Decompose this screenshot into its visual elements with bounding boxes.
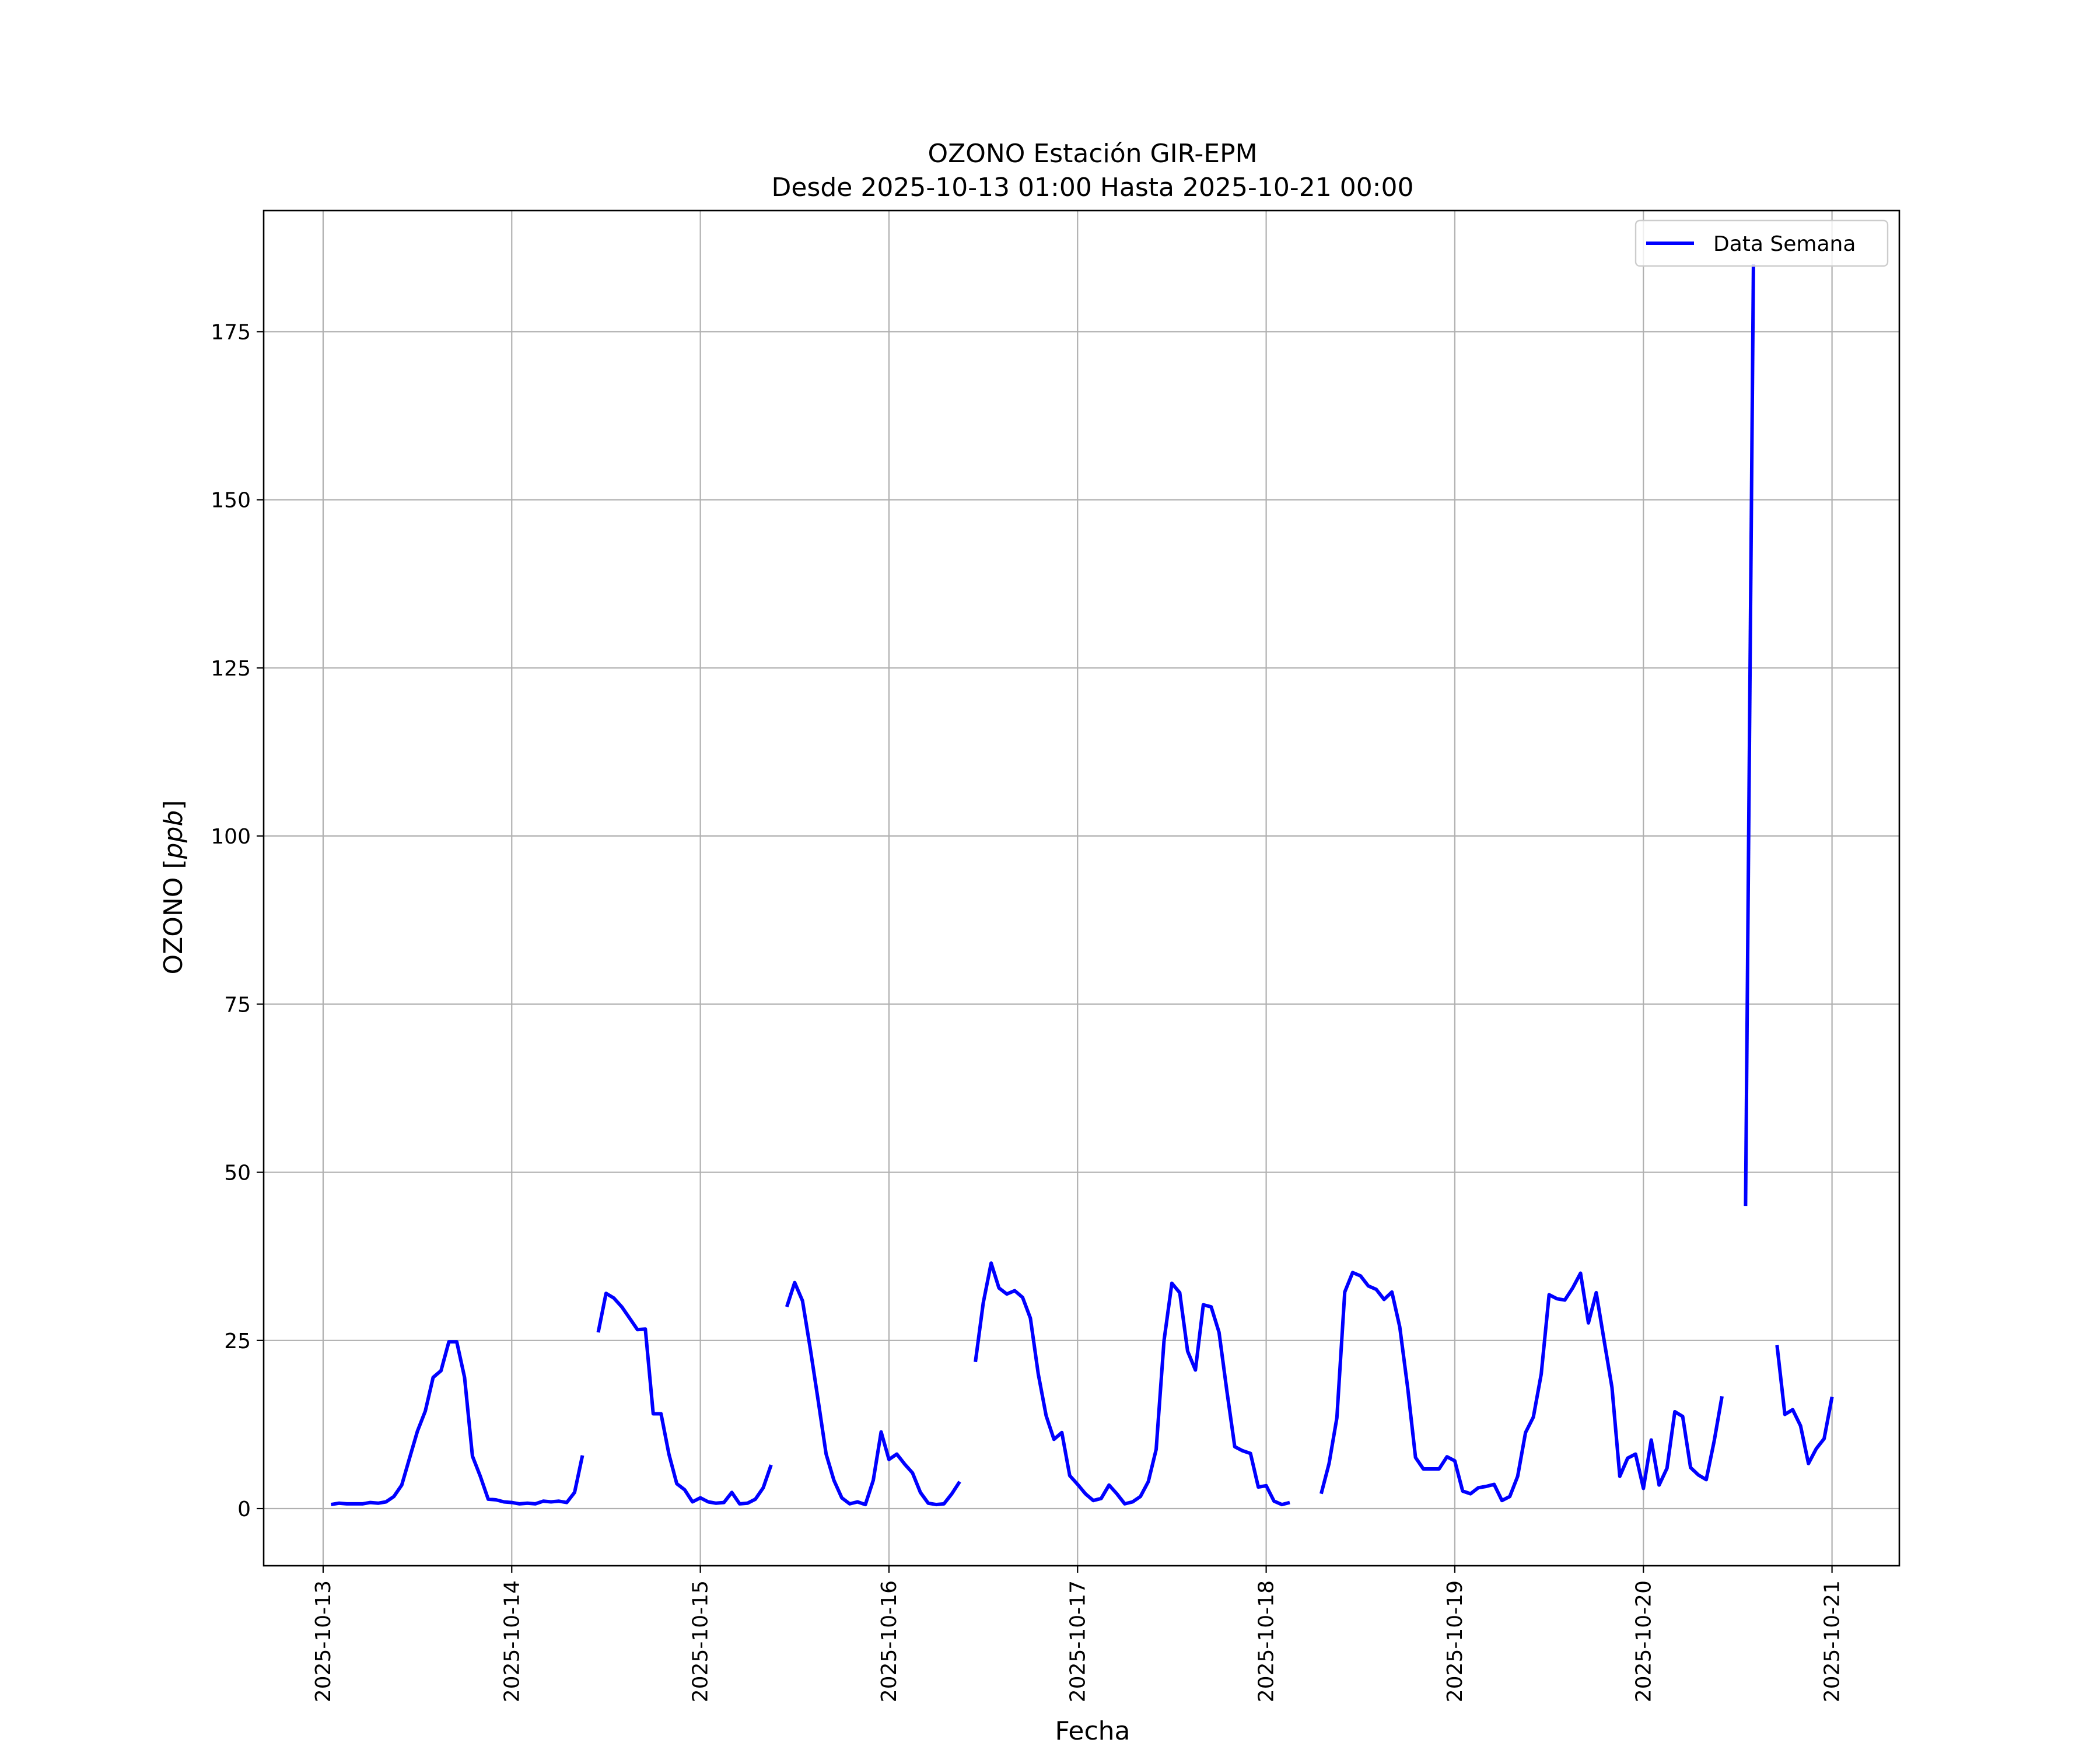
legend-label: Data Semana: [1713, 232, 1856, 256]
series-line-segment: [596, 1292, 773, 1506]
series-line-segment: [1319, 1271, 1724, 1503]
y-tick-label: 0: [237, 1497, 251, 1521]
plot-frame: [262, 209, 1901, 1567]
chart-subtitle: Desde 2025-10-13 01:00 Hasta 2025-10-21 …: [771, 173, 1413, 202]
y-tick-label: 150: [211, 489, 251, 513]
x-tick-label: 2025-10-14: [500, 1580, 524, 1702]
series-line-segment: [974, 1261, 1290, 1507]
y-axis-label-prefix: OZONO [: [159, 859, 188, 974]
axis-ticks: 2025-10-13 2025-10-14 2025-10-15 2025-10-16…: [211, 321, 1844, 1703]
y-tick-label: 50: [224, 1161, 251, 1185]
chart-title: OZONO Estación GIR-EPM: [928, 139, 1257, 169]
x-tick-label: 2025-10-19: [1443, 1580, 1467, 1702]
series-line-segment: [1744, 264, 1755, 1206]
x-tick-label: 2025-10-16: [877, 1580, 901, 1702]
y-tick-label: 175: [211, 321, 251, 345]
x-axis-label: Fecha: [1055, 1716, 1130, 1746]
y-tick-label: 125: [211, 657, 251, 681]
x-tick-label: 2025-10-15: [689, 1580, 713, 1702]
legend-box: [1634, 219, 1889, 267]
y-axis-label-unit: ppb: [159, 810, 188, 860]
x-tick-label: 2025-10-21: [1821, 1580, 1845, 1702]
x-tick-label: 2025-10-17: [1066, 1580, 1090, 1702]
y-tick-label: 25: [224, 1329, 251, 1353]
grid: [264, 211, 1899, 1566]
series-line-segment: [330, 1340, 584, 1507]
series-line-segment: [785, 1280, 961, 1507]
x-tick-label: 2025-10-13: [312, 1580, 335, 1702]
y-axis-label-suffix: ]: [159, 800, 188, 810]
y-axis-label: OZONO [ppb]: [159, 800, 188, 974]
legend: Data Semana: [1634, 219, 1889, 267]
series-line-segment: [1775, 1345, 1834, 1465]
x-tick-label: 2025-10-18: [1255, 1580, 1279, 1702]
y-tick-label: 100: [211, 825, 251, 849]
y-tick-label: 75: [224, 993, 251, 1017]
x-tick-label: 2025-10-20: [1632, 1580, 1656, 1702]
data-series: [330, 264, 1834, 1507]
